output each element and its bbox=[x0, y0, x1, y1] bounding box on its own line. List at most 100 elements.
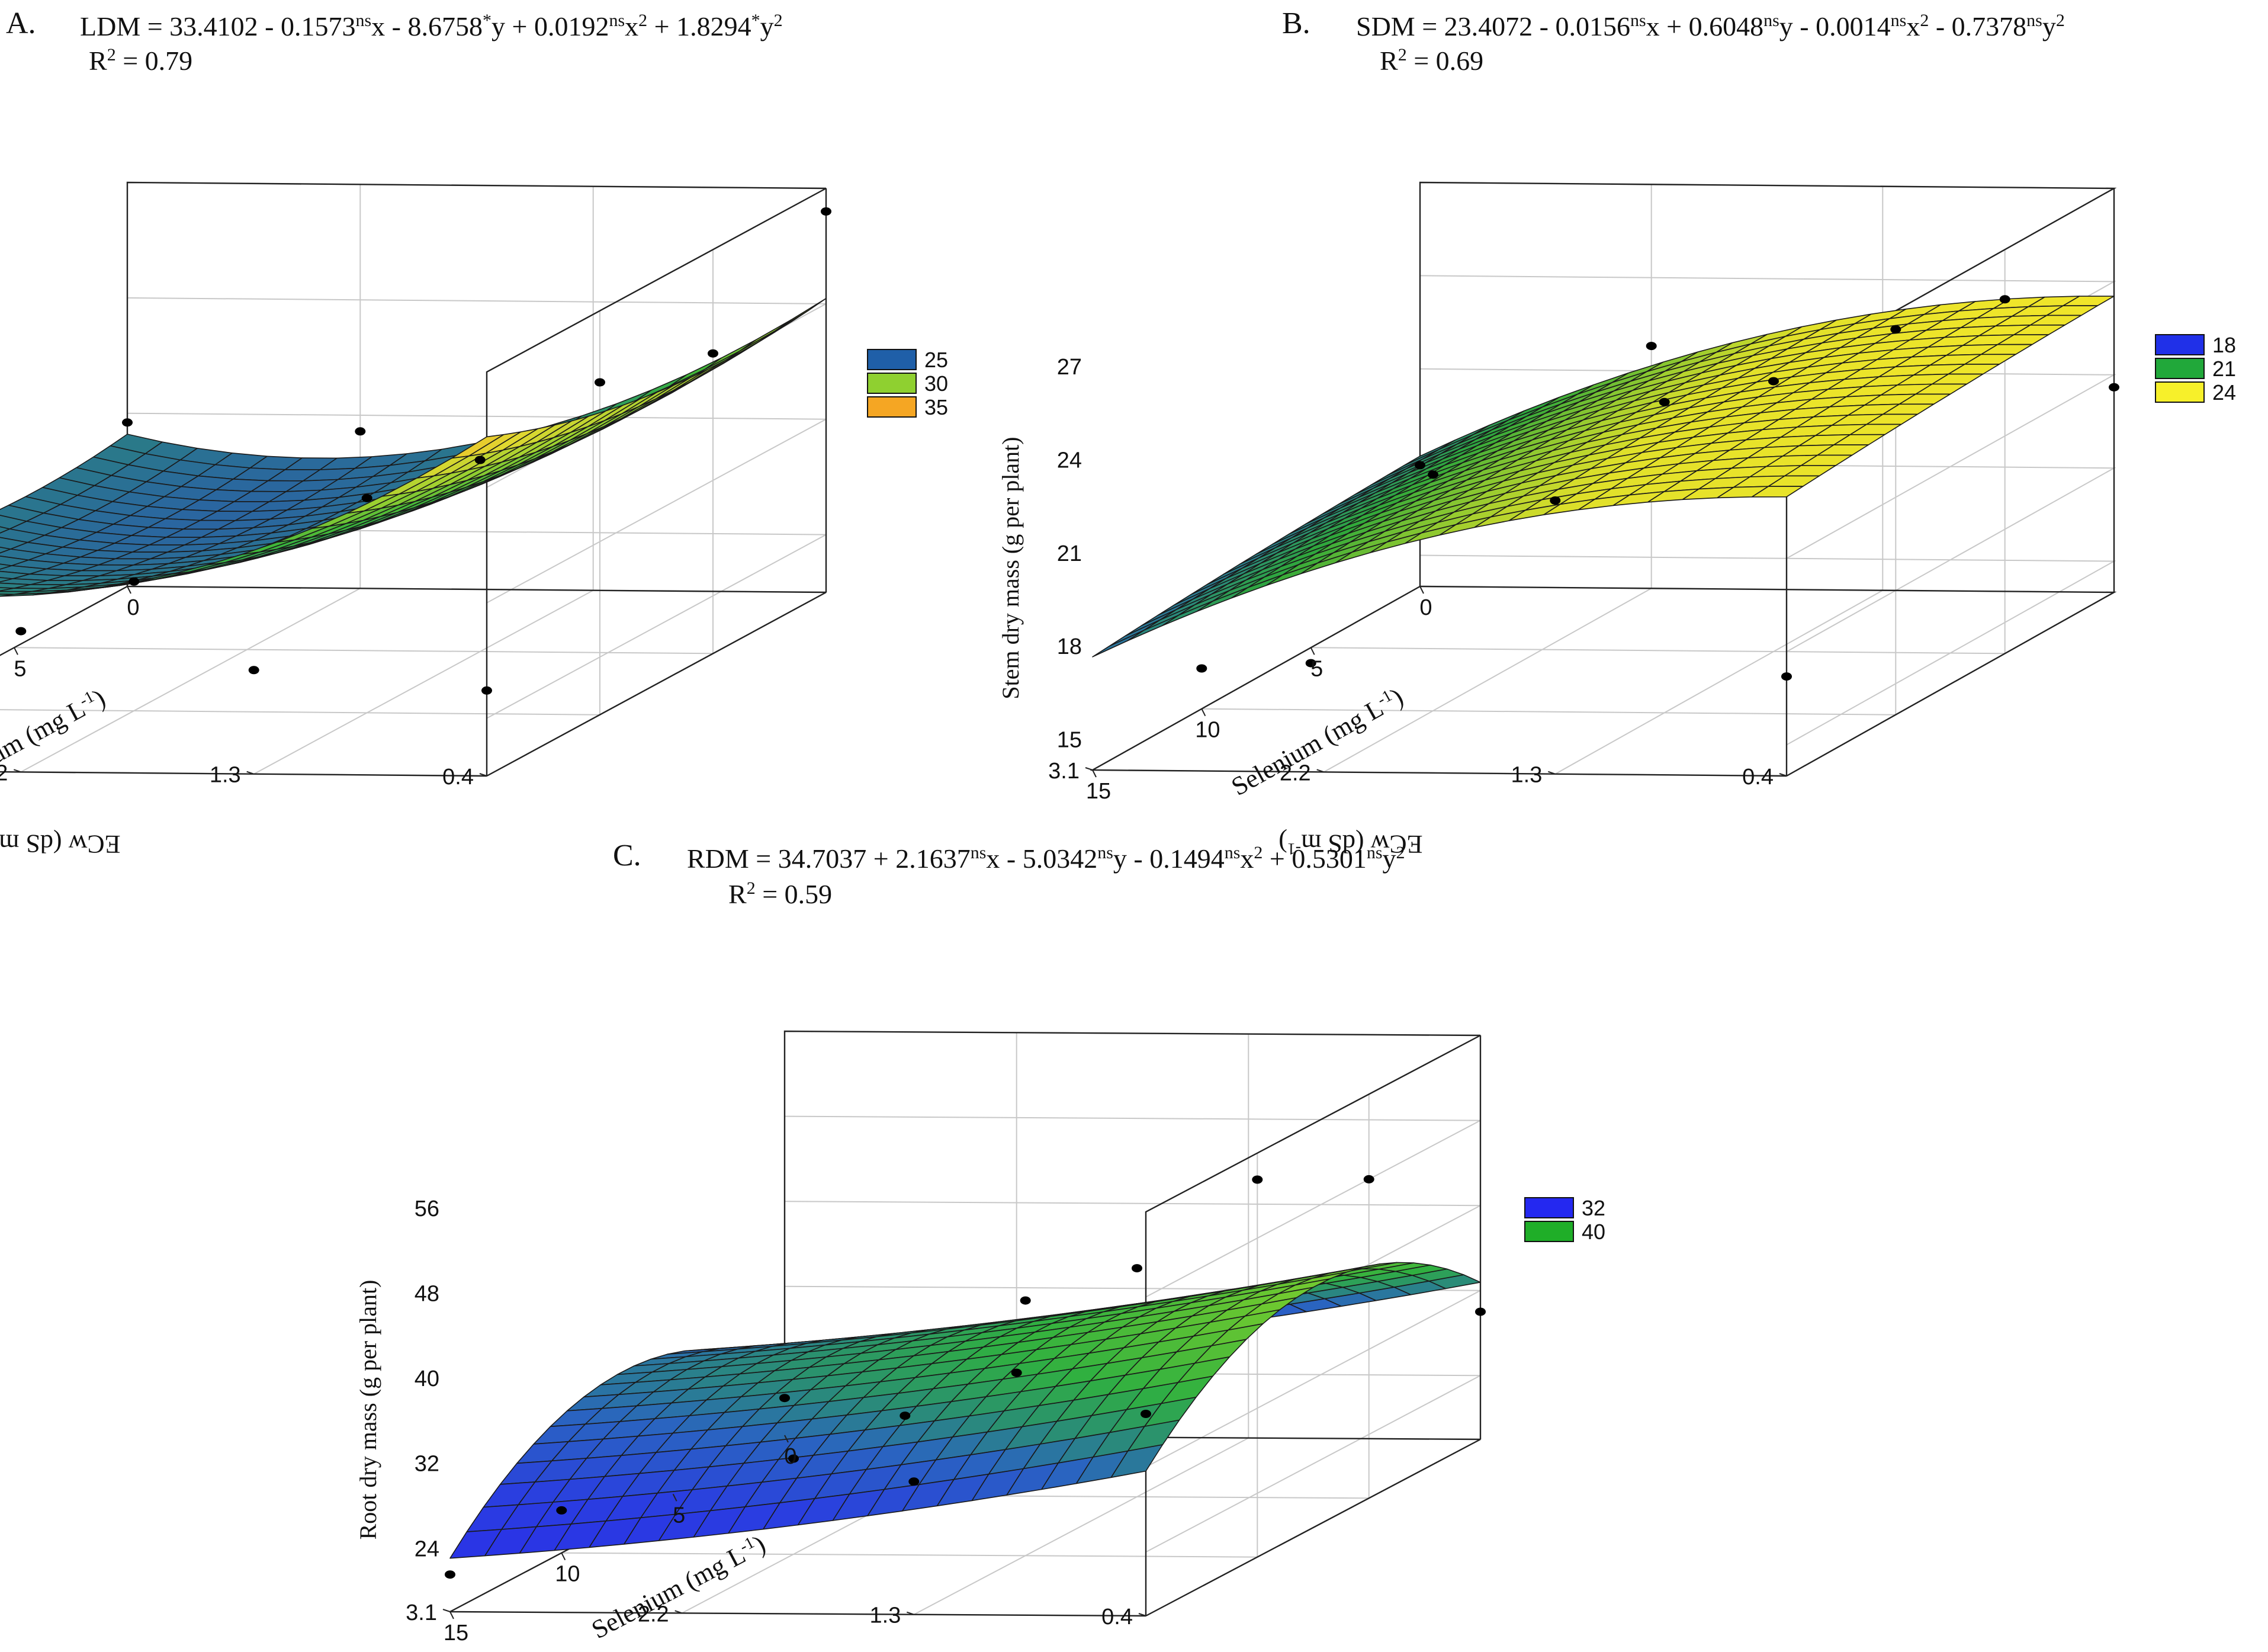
surface-cell bbox=[0, 546, 11, 554]
surface-cell bbox=[449, 1529, 502, 1559]
r-squared-text: R2 = 0.79 bbox=[89, 45, 192, 76]
r-squared-sup: 2 bbox=[1398, 45, 1407, 65]
equation-lhs: SDM = 23.4072 - 0.0156 bbox=[1356, 11, 1630, 41]
y-tick-label: 0.4 bbox=[442, 765, 474, 790]
equation-term: x + 0.6048 bbox=[1646, 11, 1763, 41]
panel-letter: B. bbox=[1282, 7, 1310, 40]
r-squared-label: R bbox=[1380, 46, 1398, 76]
legend-swatch bbox=[867, 373, 917, 394]
response-surface bbox=[0, 297, 827, 597]
data-point bbox=[355, 427, 366, 436]
surface-cell bbox=[0, 577, 14, 583]
data-point bbox=[595, 378, 605, 387]
panel-letter: A. bbox=[6, 7, 36, 40]
legend-swatch bbox=[867, 349, 917, 370]
top-back-edges bbox=[126, 181, 827, 776]
r-squared-text: R2 = 0.59 bbox=[728, 878, 832, 910]
observed-points bbox=[445, 1175, 1486, 1579]
data-point bbox=[129, 577, 140, 586]
data-point bbox=[1132, 1264, 1142, 1273]
data-point bbox=[15, 627, 27, 636]
surface-cell bbox=[0, 563, 12, 570]
x-tick-label: 10 bbox=[1195, 718, 1220, 743]
legend-label: 21 bbox=[2212, 357, 2236, 381]
y-tick-mark bbox=[14, 769, 21, 773]
data-point bbox=[900, 1412, 911, 1420]
surface-cell bbox=[0, 592, 50, 597]
chart-panel-a: 202530350.41.32.23.1051015Leaf dry mass … bbox=[0, 7, 948, 859]
z-tick-label: 18 bbox=[1057, 634, 1082, 659]
y-tick-label: 0.4 bbox=[1742, 765, 1774, 790]
data-point bbox=[1305, 659, 1316, 668]
x-tick-mark bbox=[449, 1611, 454, 1619]
data-point bbox=[821, 207, 831, 216]
equation-superscript: ns bbox=[1630, 11, 1646, 30]
equation-term: x bbox=[1906, 11, 1920, 41]
equation-superscript: 2 bbox=[2056, 11, 2065, 30]
z-axis-title: Root dry mass (g per plant) bbox=[355, 1280, 381, 1540]
data-point bbox=[1890, 325, 1901, 334]
y-axis-title: ECw (dS m-1) bbox=[0, 829, 121, 859]
tick-labels: 24 32 40 48 56 0.4 1.3 2.2 3.1 0 5 10 15 bbox=[406, 1197, 1146, 1645]
equation-term: y bbox=[1383, 843, 1396, 874]
data-point bbox=[788, 1454, 799, 1463]
equation-superscript: * bbox=[751, 11, 760, 30]
legend-swatch bbox=[2155, 334, 2205, 355]
equation-superscript: ns bbox=[2026, 11, 2042, 30]
data-point bbox=[2109, 383, 2119, 392]
r-squared-label: R bbox=[89, 46, 107, 76]
y-axis-title-text: ECw (dS m bbox=[0, 829, 121, 859]
x-tick-label: 0 bbox=[127, 595, 139, 620]
data-point bbox=[122, 418, 133, 427]
equation-text: LDM = 33.4102 - 0.1573nsx - 8.6758*y + 0… bbox=[80, 11, 783, 42]
data-point bbox=[1781, 672, 1792, 681]
z-tick-label: 24 bbox=[415, 1536, 439, 1561]
equation-superscript: ns bbox=[355, 11, 371, 30]
data-point bbox=[1141, 1410, 1151, 1418]
top-back-edges bbox=[1419, 181, 2117, 776]
y-tick-mark bbox=[1085, 767, 1093, 771]
equation-superscript: 2 bbox=[638, 11, 647, 30]
data-point bbox=[908, 1477, 920, 1486]
y-tick-label: 0.4 bbox=[1101, 1605, 1133, 1629]
observed-points bbox=[15, 207, 831, 695]
surface-cell bbox=[0, 588, 49, 592]
data-point bbox=[1659, 397, 1670, 406]
data-point bbox=[556, 1506, 567, 1515]
legend-swatch bbox=[867, 396, 917, 418]
x-tick-label: 0 bbox=[1419, 595, 1432, 620]
legend-swatch bbox=[2155, 381, 2205, 403]
equation-term: x bbox=[1240, 843, 1254, 874]
surface-cell bbox=[1092, 630, 1145, 657]
x-tick-mark bbox=[127, 586, 131, 594]
observed-points bbox=[1196, 295, 2119, 681]
data-point bbox=[1196, 664, 1207, 673]
equation-term: + 0.5301 bbox=[1263, 843, 1366, 874]
equation-text: SDM = 23.4072 - 0.0156nsx + 0.6048nsy - … bbox=[1356, 11, 2065, 42]
surface-cell bbox=[0, 578, 49, 585]
y-tick-mark bbox=[442, 1609, 451, 1612]
y-tick-label: 1.3 bbox=[210, 763, 241, 788]
tick-labels: 15 18 21 24 27 0.4 1.3 2.2 3.1 0 5 10 15 bbox=[1048, 355, 1787, 804]
r-squared-label: R bbox=[728, 879, 747, 909]
data-point bbox=[1475, 1307, 1486, 1316]
equation-superscript: 2 bbox=[1396, 843, 1405, 862]
y-tick-label: 3.1 bbox=[406, 1600, 437, 1625]
data-point bbox=[1550, 496, 1561, 505]
legend-label: 18 bbox=[2212, 333, 2236, 357]
surface-cell bbox=[0, 515, 27, 530]
equation-superscript: 2 bbox=[774, 11, 783, 30]
y-tick-label: 2.2 bbox=[0, 761, 8, 785]
equation-superscript: ns bbox=[609, 11, 625, 30]
z-tick-label: 27 bbox=[1057, 355, 1082, 380]
legend-label: 40 bbox=[1582, 1220, 1605, 1244]
z-tick-label: 24 bbox=[1057, 448, 1082, 473]
equation-term: + 1.8294 bbox=[647, 11, 751, 41]
y-tick-label: 2.2 bbox=[638, 1602, 669, 1627]
data-point bbox=[708, 349, 718, 358]
data-point bbox=[1415, 461, 1425, 470]
